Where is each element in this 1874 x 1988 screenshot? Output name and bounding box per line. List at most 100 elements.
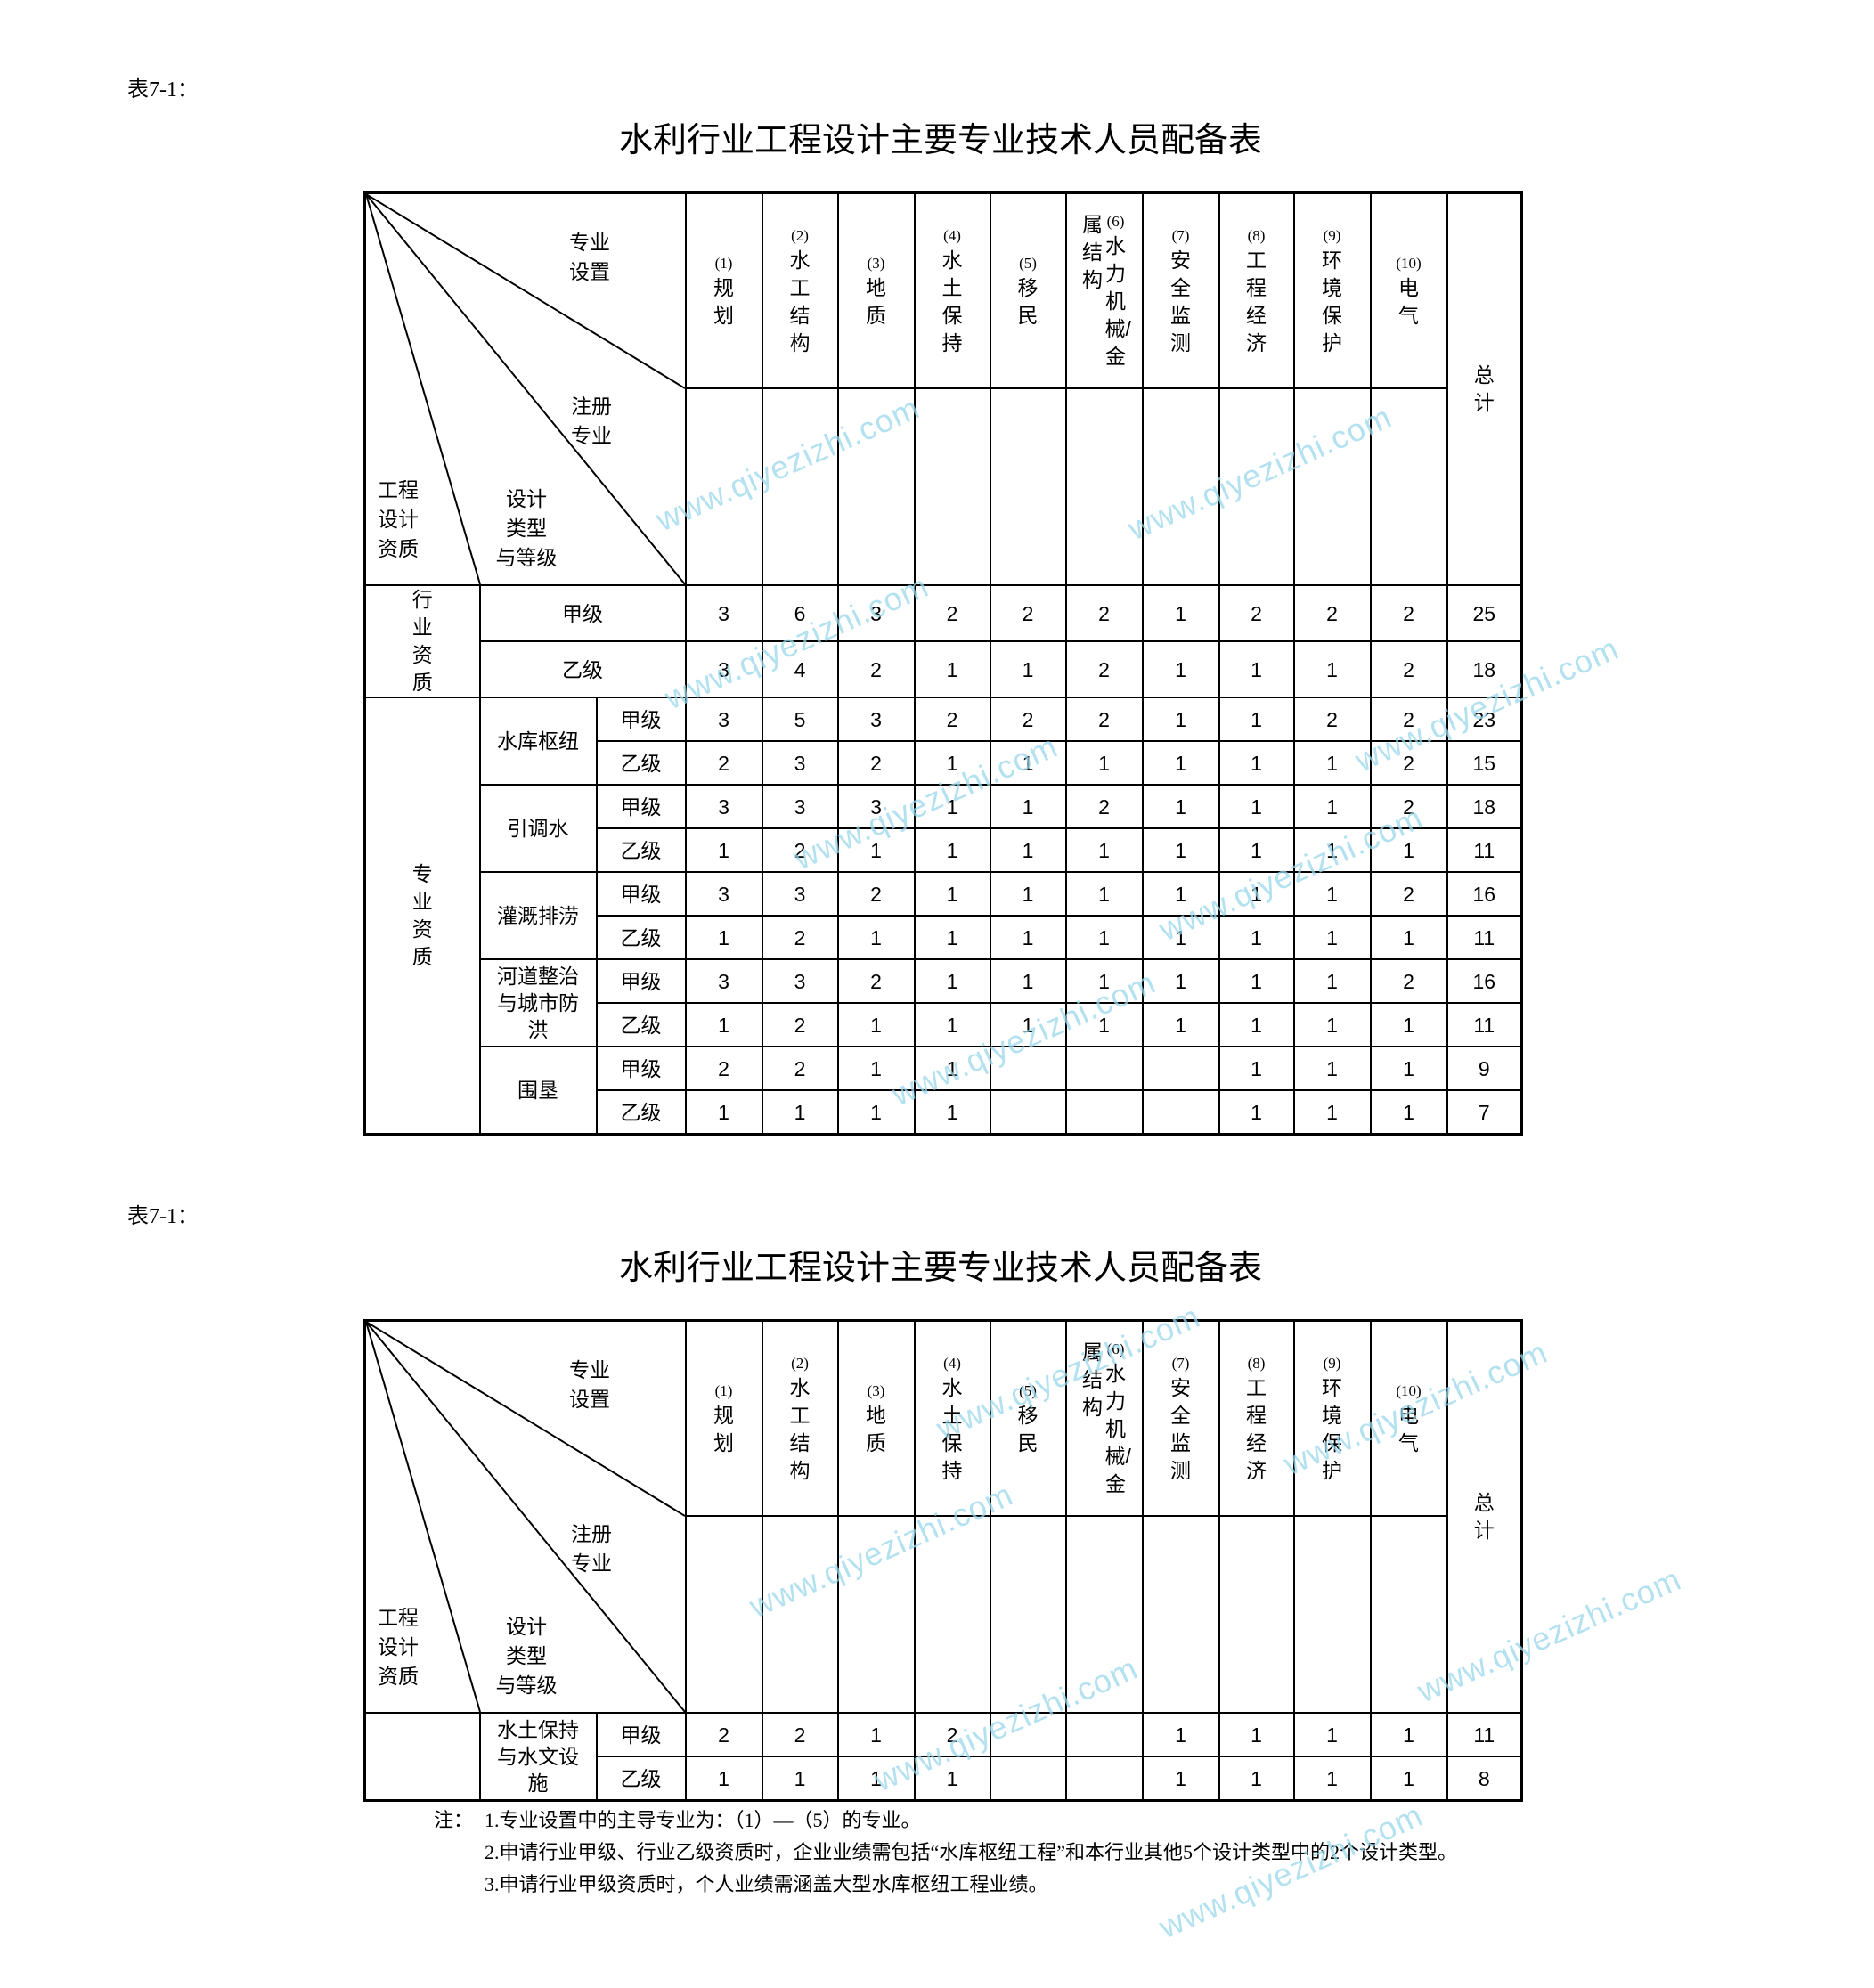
registered-specialty-row bbox=[365, 387, 1522, 586]
column-header: (7) 安全监测 bbox=[1141, 1319, 1220, 1517]
value-cell: 2 bbox=[684, 1046, 763, 1091]
value-cell bbox=[1141, 1089, 1220, 1136]
value-cell: 1 bbox=[1292, 640, 1372, 698]
table-row: 乙级 3 4 2 1 1 2 1 1 1 2 18 bbox=[365, 640, 1523, 698]
value-cell: 1 bbox=[1141, 827, 1220, 873]
total-cell: 7 bbox=[1446, 1089, 1523, 1136]
column-header: (9) 环境保护 bbox=[1292, 191, 1372, 389]
grade-cell: 甲级 bbox=[595, 958, 687, 1004]
value-cell: 1 bbox=[1218, 871, 1295, 917]
column-name: 规划 bbox=[713, 275, 735, 327]
value-cell: 1 bbox=[989, 871, 1067, 917]
table-row: 乙级 1 2 1 1 1 1 1 1 1 1 11 bbox=[365, 915, 1523, 960]
column-header: (5) 移民 bbox=[989, 1319, 1067, 1517]
column-name: 水工结构 bbox=[789, 248, 811, 354]
value-cell: 1 bbox=[1218, 740, 1295, 786]
column-number: (2) bbox=[791, 226, 809, 244]
diagonal-line bbox=[366, 194, 481, 584]
grade-cell: 乙级 bbox=[595, 740, 687, 786]
column-header: (8) 工程经济 bbox=[1218, 191, 1295, 389]
note-text: 1.专业设置中的主导专业为：（1）—（5）的专业。 bbox=[485, 1809, 921, 1831]
value-cell: 2 bbox=[1218, 584, 1295, 642]
table-row: 围垦 甲级 2 2 1 1 1 1 1 9 bbox=[365, 1046, 1523, 1136]
value-cell: 1 bbox=[913, 740, 991, 786]
value-cell: 2 bbox=[836, 958, 916, 1004]
registered-specialty-cell bbox=[1369, 387, 1448, 586]
note-item: 2.申请行业甲级、行业乙级资质时，企业业绩需包括“水库枢纽工程”和本行业其他5个… bbox=[434, 1837, 1529, 1868]
column-header: (8) 工程经济 bbox=[1218, 1319, 1295, 1517]
column-number: (7) bbox=[1171, 226, 1190, 244]
value-cell bbox=[989, 1089, 1067, 1136]
value-cell: 1 bbox=[913, 1002, 991, 1047]
value-cell: 1 bbox=[1218, 784, 1295, 829]
value-cell bbox=[1141, 1046, 1220, 1091]
value-cell: 6 bbox=[761, 584, 839, 642]
column-header: (4) 水土保持 bbox=[913, 1319, 991, 1517]
value-cell: 1 bbox=[1369, 827, 1448, 873]
value-cell: 3 bbox=[684, 871, 763, 917]
value-cell: 1 bbox=[684, 1089, 763, 1136]
staffing-table: 专业设置 注册专业 设计 类型 与等级 工程 设计 资质 (1) 规划 (2) 水工结构 (3) 地质 (4… bbox=[363, 191, 1524, 1136]
total-label: 总计 bbox=[1473, 363, 1495, 414]
value-cell: 1 bbox=[1218, 958, 1295, 1004]
value-cell: 1 bbox=[1292, 958, 1372, 1004]
column-header: (3) 地质 bbox=[836, 191, 916, 389]
value-cell: 2 bbox=[1064, 784, 1144, 829]
value-cell: 2 bbox=[1369, 871, 1448, 917]
column-name: 环境保护 bbox=[1322, 248, 1343, 354]
value-cell: 1 bbox=[1141, 640, 1220, 698]
column-header: (9) 环境保护 bbox=[1292, 1319, 1372, 1517]
value-cell: 2 bbox=[913, 697, 991, 742]
value-cell: 5 bbox=[761, 697, 839, 742]
design-type-label: 引调水 bbox=[507, 817, 569, 840]
value-cell: 2 bbox=[836, 640, 916, 698]
table-row: 乙级 1 2 1 1 1 1 1 1 1 1 11 bbox=[365, 827, 1523, 873]
note-label bbox=[434, 1837, 485, 1868]
value-cell: 1 bbox=[684, 915, 763, 960]
value-cell: 1 bbox=[1292, 915, 1372, 960]
grade-cell: 乙级 bbox=[478, 640, 687, 698]
column-name-continued: 属结构 bbox=[1082, 1340, 1104, 1419]
value-cell: 4 bbox=[761, 640, 839, 698]
registered-specialty-cell bbox=[1369, 1515, 1448, 1714]
value-cell: 2 bbox=[761, 1712, 839, 1757]
design-type-label: 灌溉排涝 bbox=[497, 904, 579, 927]
value-cell: 1 bbox=[1218, 697, 1295, 742]
value-cell: 2 bbox=[684, 740, 763, 786]
value-cell: 1 bbox=[836, 915, 916, 960]
label-specialty-setting: 专业设置 bbox=[569, 1358, 610, 1411]
value-cell: 1 bbox=[1292, 1712, 1372, 1757]
value-cell: 3 bbox=[761, 871, 839, 917]
value-cell: 3 bbox=[684, 697, 763, 742]
value-cell: 1 bbox=[836, 1089, 916, 1136]
value-cell: 1 bbox=[1218, 915, 1295, 960]
column-header: (1) 规划 bbox=[684, 191, 763, 389]
value-cell: 1 bbox=[913, 827, 991, 873]
diagonal-label: 专业设置 bbox=[567, 1356, 612, 1414]
value-cell: 1 bbox=[1141, 915, 1220, 960]
label-qualification: 设计 bbox=[378, 508, 419, 531]
value-cell: 1 bbox=[1369, 1046, 1448, 1091]
value-cell: 1 bbox=[1369, 1712, 1448, 1757]
value-cell: 1 bbox=[1141, 958, 1220, 1004]
value-cell: 1 bbox=[913, 871, 991, 917]
value-cell: 1 bbox=[1369, 1756, 1448, 1802]
column-header: (10) 电气 bbox=[1369, 191, 1448, 389]
grade-cell: 乙级 bbox=[595, 827, 687, 873]
value-cell: 1 bbox=[1141, 740, 1220, 786]
grade-cell: 乙级 bbox=[595, 1002, 687, 1047]
table-row: 河道整治与城市防洪 甲级 3 3 2 1 1 1 1 1 1 2 16 bbox=[365, 958, 1523, 1047]
value-cell: 1 bbox=[1064, 740, 1144, 786]
header-row: 专业设置 注册专业 设计 类型 与等级 工程 设计 资质 (1) 规划 (2) 水工结构 (3) 地质 (4… bbox=[363, 191, 1523, 586]
column-name: 安全监测 bbox=[1170, 1375, 1192, 1482]
diagonal-label: 工程 设计 资质 bbox=[371, 476, 425, 564]
column-name: 安全监测 bbox=[1170, 248, 1192, 354]
table-row: 灌溉排涝 甲级 3 3 2 1 1 1 1 1 1 2 16 bbox=[365, 871, 1523, 960]
value-cell: 1 bbox=[1292, 1002, 1372, 1047]
value-cell: 1 bbox=[1141, 1712, 1220, 1757]
value-cell: 1 bbox=[989, 640, 1067, 698]
total-cell: 11 bbox=[1446, 827, 1523, 873]
label-qualification: 工程 bbox=[378, 478, 419, 501]
grade-cell: 乙级 bbox=[595, 1089, 687, 1136]
value-cell: 2 bbox=[1064, 584, 1144, 642]
